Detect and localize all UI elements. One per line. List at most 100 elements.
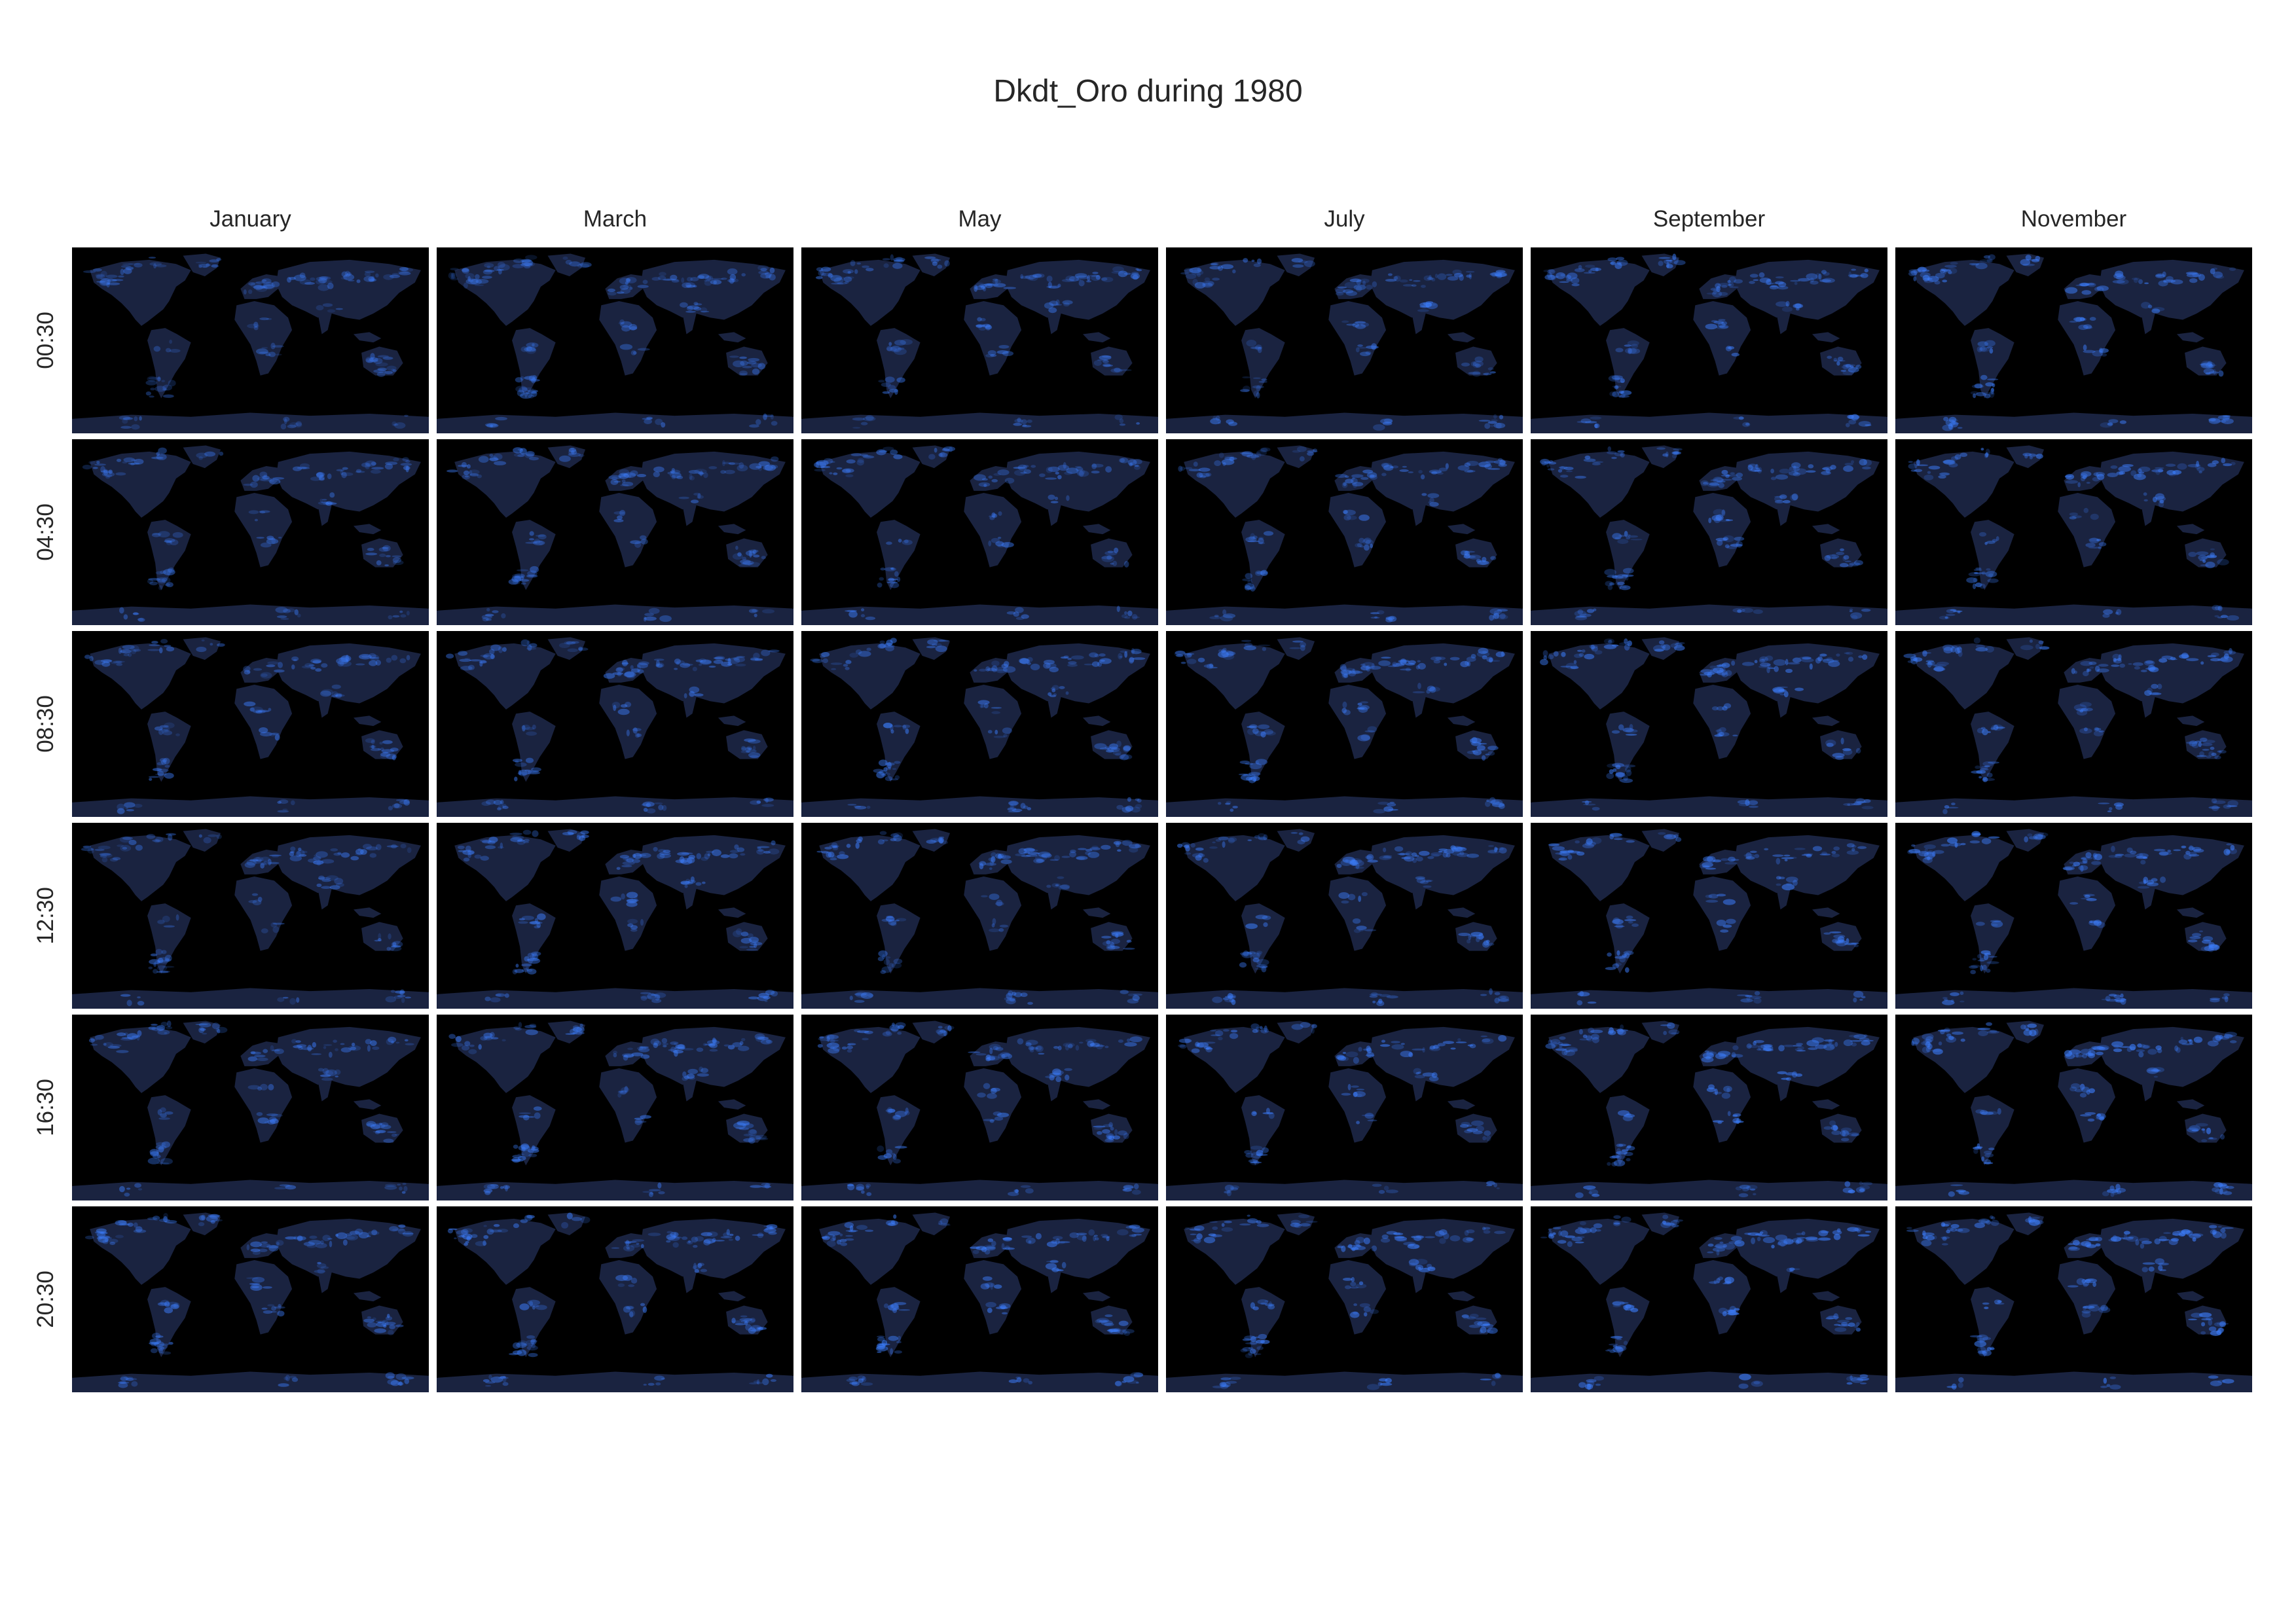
intensity-blob (1662, 453, 1668, 457)
intensity-blob (695, 659, 703, 662)
intensity-blob (1020, 276, 1031, 280)
intensity-blob (824, 846, 832, 850)
intensity-blob (122, 263, 134, 265)
intensity-blob (989, 860, 994, 866)
land-shape (1734, 835, 1880, 895)
intensity-blob (1351, 1085, 1359, 1088)
intensity-blob (1385, 278, 1397, 282)
intensity-blob (904, 1110, 910, 1115)
intensity-blob (973, 474, 987, 481)
intensity-blob (1577, 609, 1584, 615)
intensity-blob (930, 259, 941, 261)
intensity-blob (2080, 1113, 2092, 1117)
intensity-blob (638, 661, 649, 666)
intensity-blob (494, 266, 500, 272)
intensity-blob (826, 1039, 839, 1042)
intensity-blob (246, 1277, 259, 1280)
intensity-blob (2196, 460, 2200, 467)
intensity-blob (1727, 1111, 1731, 1117)
intensity-blob (1991, 920, 2003, 928)
intensity-blob (1112, 266, 1124, 273)
intensity-blob (1097, 359, 1108, 361)
intensity-blob (1370, 543, 1374, 549)
intensity-blob (1823, 1126, 1832, 1130)
intensity-blob (1382, 463, 1393, 470)
intensity-blob (1914, 469, 1923, 473)
intensity-blob (898, 347, 905, 350)
intensity-blob (831, 842, 838, 848)
intensity-blob (578, 646, 583, 651)
intensity-blob (671, 475, 676, 480)
intensity-blob (2082, 1053, 2088, 1058)
intensity-blob (1913, 276, 1917, 281)
intensity-blob (1623, 775, 1628, 781)
intensity-blob (1672, 253, 1677, 261)
intensity-blob (361, 462, 371, 467)
intensity-blob (1231, 999, 1236, 1005)
intensity-blob (1095, 275, 1101, 280)
intensity-blob (253, 321, 259, 328)
intensity-blob (133, 612, 139, 615)
intensity-blob (1046, 662, 1057, 669)
intensity-blob (1590, 1029, 1603, 1034)
intensity-blob (895, 919, 900, 922)
intensity-blob (480, 839, 492, 842)
intensity-blob (2138, 881, 2147, 884)
intensity-blob (198, 1022, 211, 1028)
intensity-blob (1617, 1110, 1630, 1116)
intensity-blob (526, 640, 531, 646)
intensity-blob (748, 357, 760, 362)
intensity-blob (521, 259, 531, 263)
intensity-blob (335, 1233, 338, 1237)
intensity-blob (1831, 556, 1838, 560)
intensity-blob (1202, 282, 1213, 288)
intensity-blob (1731, 1052, 1736, 1058)
land-shape (234, 876, 293, 951)
intensity-blob (1137, 269, 1142, 272)
intensity-blob (860, 454, 869, 456)
intensity-blob (843, 276, 852, 282)
intensity-blob (2207, 1137, 2217, 1140)
intensity-blob (603, 673, 615, 679)
intensity-blob (367, 1322, 377, 1327)
intensity-blob (128, 262, 141, 265)
intensity-blob (578, 454, 585, 458)
intensity-blob (688, 469, 701, 474)
intensity-blob (1732, 734, 1738, 736)
intensity-blob (1019, 658, 1029, 664)
intensity-blob (263, 475, 268, 477)
intensity-blob (1578, 1029, 1583, 1035)
intensity-blob (1720, 929, 1729, 933)
intensity-blob (884, 376, 895, 383)
intensity-blob (862, 416, 876, 422)
intensity-blob (92, 268, 102, 272)
intensity-blob (1821, 471, 1831, 475)
intensity-blob (216, 258, 222, 261)
intensity-blob (1351, 474, 1364, 478)
intensity-blob (1863, 1039, 1874, 1042)
intensity-blob (998, 344, 1010, 349)
intensity-blob (1485, 1135, 1491, 1142)
intensity-blob (335, 694, 345, 697)
intensity-blob (879, 640, 885, 644)
intensity-blob (2085, 852, 2092, 858)
intensity-blob (1341, 708, 1347, 713)
intensity-blob (1766, 279, 1772, 285)
intensity-blob (1607, 763, 1618, 768)
land-shape (970, 1041, 1010, 1066)
intensity-blob (1573, 660, 1577, 664)
intensity-blob (480, 856, 489, 861)
intensity-blob (1102, 941, 1114, 947)
intensity-blob (1605, 967, 1616, 970)
intensity-blob (2130, 470, 2137, 477)
intensity-blob (1356, 926, 1367, 930)
intensity-blob (490, 644, 501, 651)
intensity-blob (621, 662, 629, 665)
land-shape (1820, 346, 1862, 376)
intensity-blob (748, 996, 759, 1000)
intensity-blob (364, 270, 375, 274)
intensity-blob (312, 1041, 317, 1048)
intensity-blob (987, 730, 993, 734)
intensity-blob (653, 1040, 662, 1046)
intensity-blob (2202, 748, 2210, 751)
